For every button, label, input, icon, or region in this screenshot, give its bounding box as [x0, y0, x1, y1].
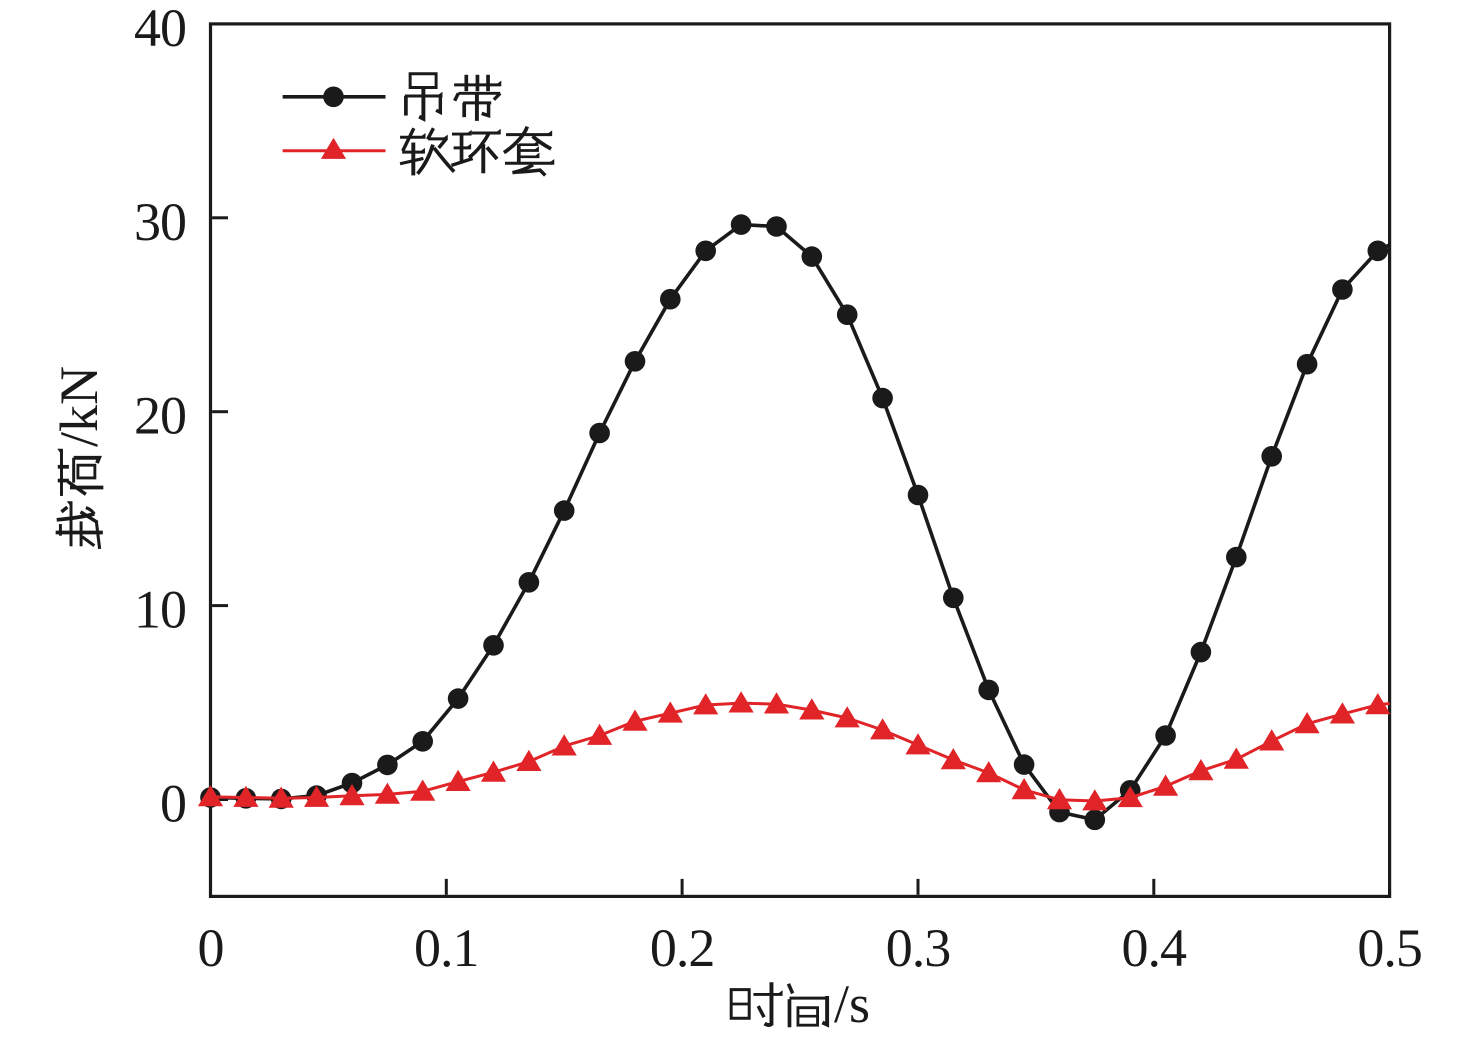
svg-text:/kN: /kN	[49, 366, 109, 447]
svg-text:0.4: 0.4	[1122, 918, 1188, 978]
svg-text:40: 40	[134, 0, 186, 58]
svg-text:0.5: 0.5	[1357, 918, 1422, 978]
svg-text:0.1: 0.1	[414, 918, 479, 978]
svg-text:10: 10	[134, 580, 186, 640]
svg-text:30: 30	[134, 192, 186, 252]
svg-text:0: 0	[160, 774, 186, 834]
svg-text:0.2: 0.2	[650, 918, 715, 978]
svg-text:0.3: 0.3	[886, 918, 951, 978]
svg-text:0: 0	[198, 918, 224, 978]
svg-text:20: 20	[134, 386, 186, 446]
svg-text:/s: /s	[834, 974, 870, 1034]
